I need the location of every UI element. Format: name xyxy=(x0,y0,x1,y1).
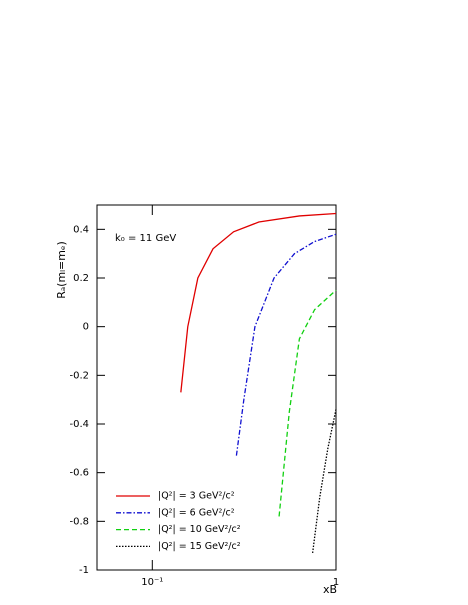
series-line xyxy=(278,289,337,517)
legend-label: |Q²| = 15 GeV²/c² xyxy=(158,541,241,552)
plot-frame xyxy=(96,204,337,571)
y-tick-label: -0.8 xyxy=(69,516,89,527)
series-line xyxy=(311,409,337,554)
y-tick-label: -0.4 xyxy=(69,419,89,430)
y-tick-label: -1 xyxy=(79,565,89,576)
y-tick-label: 0.4 xyxy=(73,224,89,235)
annotation: k₀ = 11 GeV xyxy=(115,233,176,244)
series-line xyxy=(235,233,337,456)
y-axis-label: Rₐ(mₗ=mₑ) xyxy=(55,241,68,299)
x-tick-label: 1 xyxy=(333,577,339,588)
y-tick-label: 0.2 xyxy=(73,273,89,284)
x-tick-label: 10⁻¹ xyxy=(141,577,163,588)
series-line xyxy=(180,212,337,393)
legend-label: |Q²| = 10 GeV²/c² xyxy=(158,524,241,535)
legend-label: |Q²| = 6 GeV²/c² xyxy=(158,507,235,518)
y-tick-label: 0 xyxy=(83,322,89,333)
y-tick-label: -0.2 xyxy=(69,370,89,381)
x-axis-label: xB xyxy=(323,583,337,596)
y-tick-label: -0.6 xyxy=(69,468,89,479)
legend-label: |Q²| = 3 GeV²/c² xyxy=(158,491,235,502)
